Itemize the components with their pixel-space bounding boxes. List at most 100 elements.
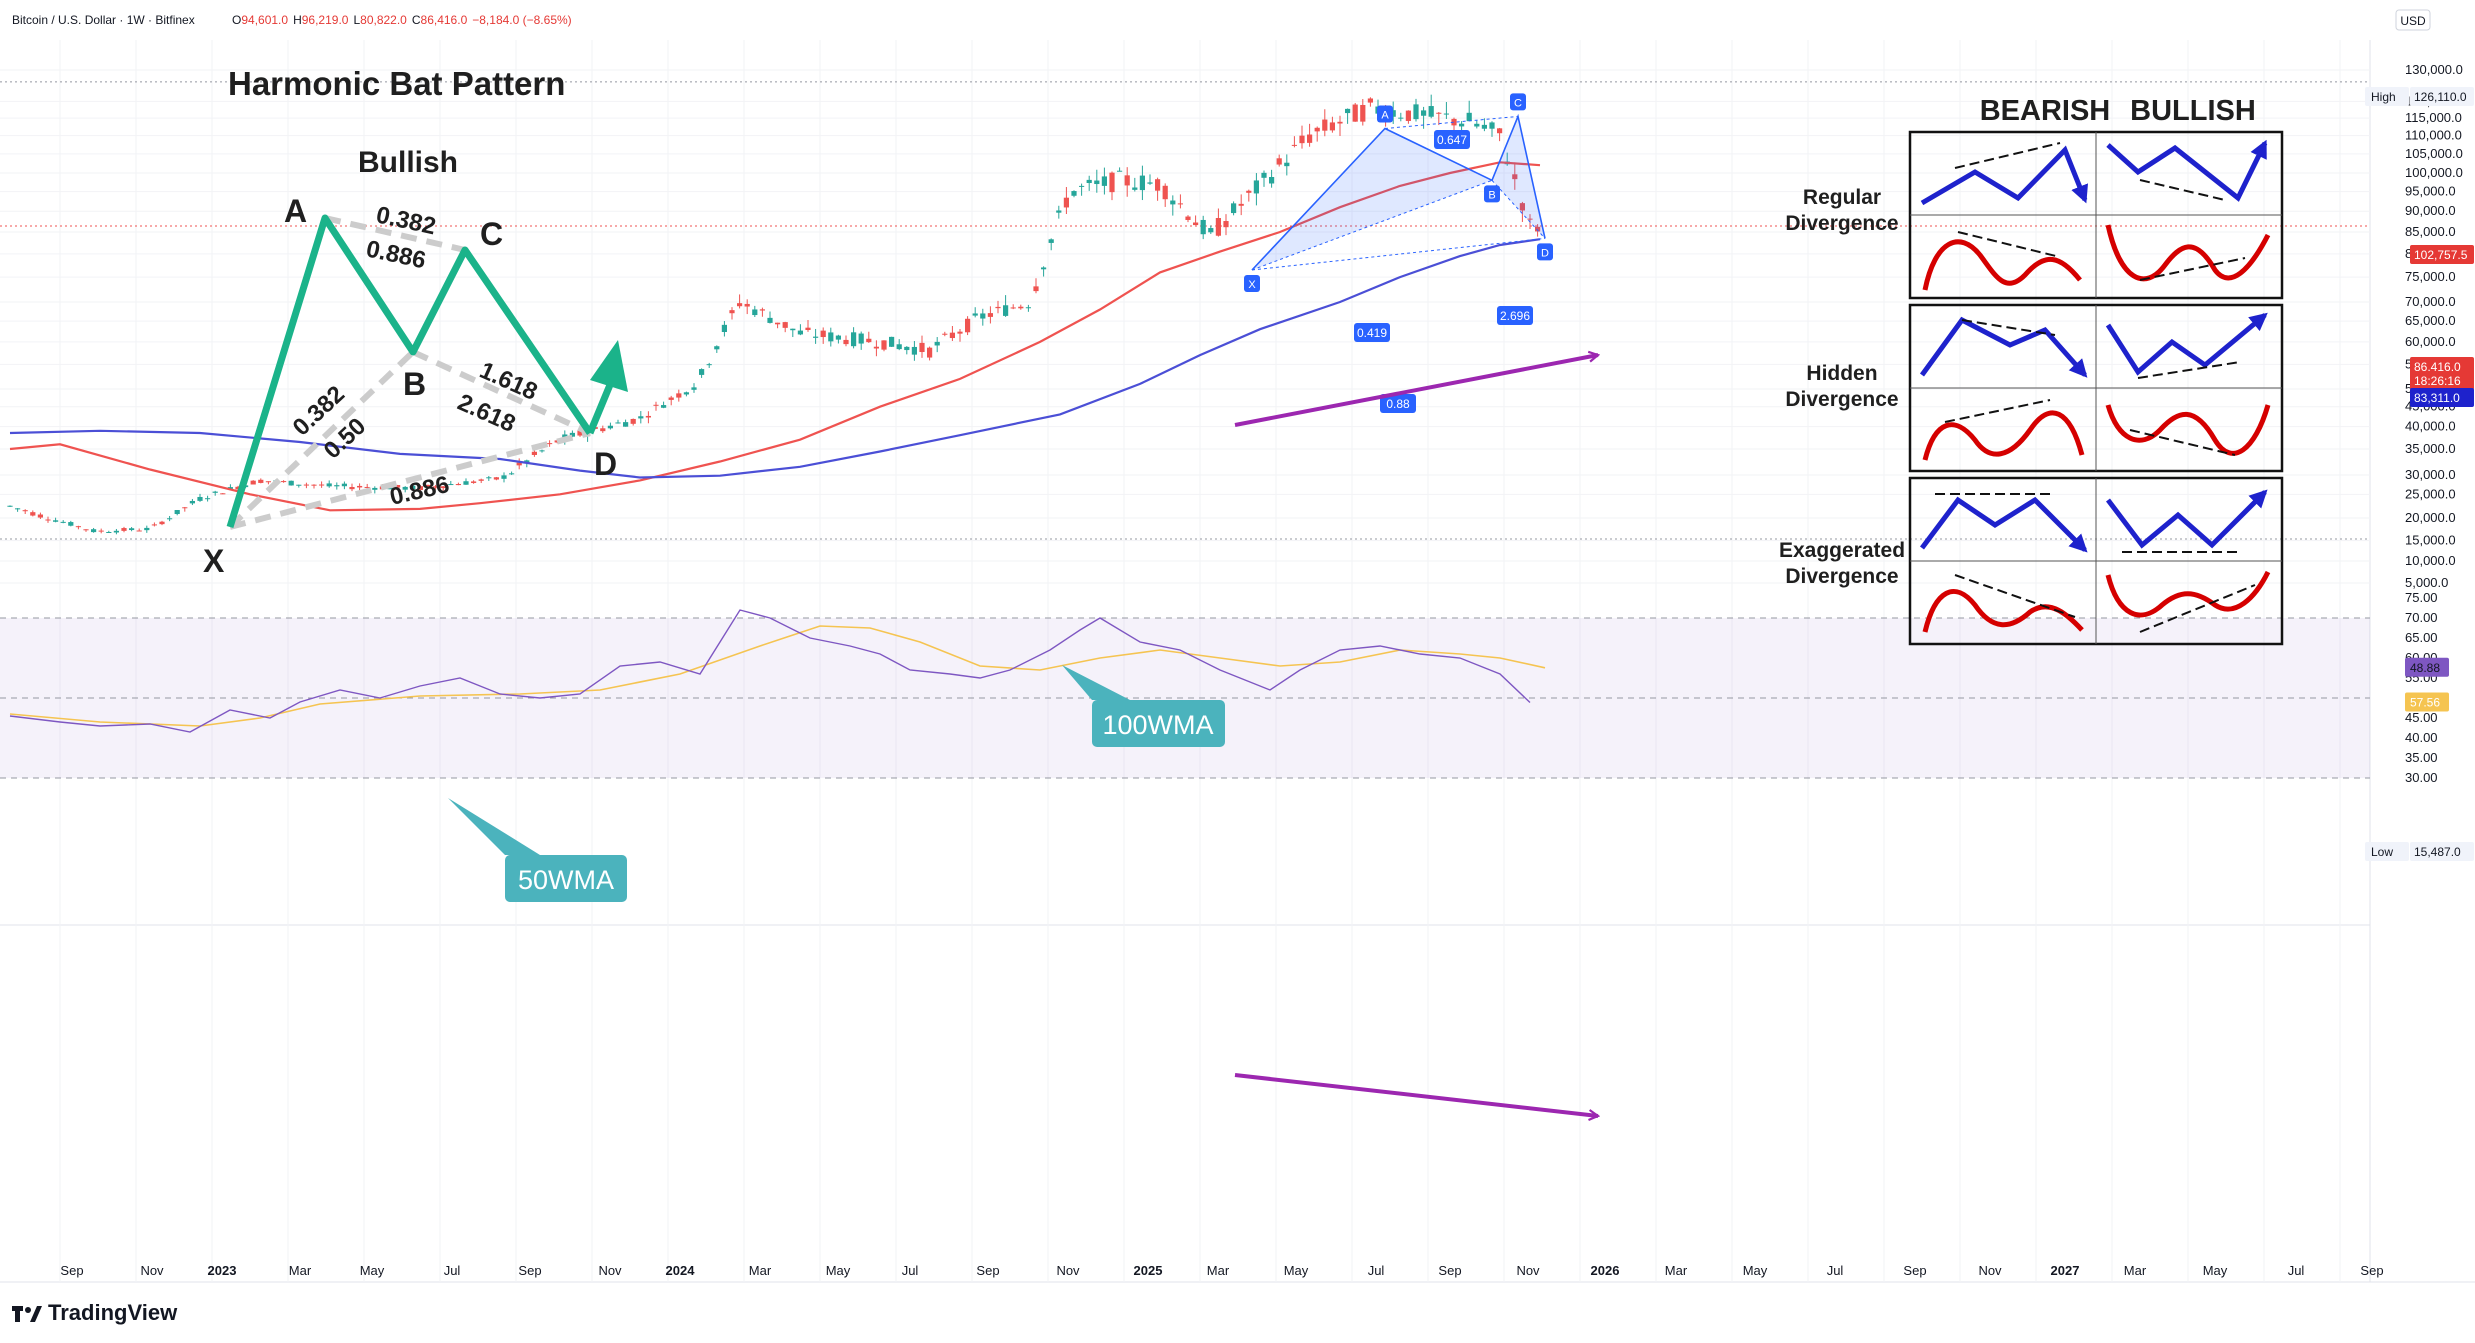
bat-pattern-overlay: X A B C D 0.647 0.419 2.696 0.88 xyxy=(1234,93,1598,427)
label-x: X xyxy=(203,543,225,579)
x-tick-label: Mar xyxy=(1665,1263,1688,1278)
candle xyxy=(539,449,545,453)
regular-bullish-price xyxy=(2106,139,2268,202)
rsi-y-tick-label: 40.00 xyxy=(2405,730,2438,745)
candle xyxy=(212,490,218,496)
x-tick-label: Sep xyxy=(518,1263,541,1278)
candle xyxy=(1360,99,1366,126)
candle xyxy=(843,335,849,347)
candle xyxy=(1010,304,1016,310)
x-tick-label: Mar xyxy=(2124,1263,2147,1278)
low-label: L xyxy=(353,13,360,27)
candle xyxy=(1170,195,1176,216)
y-tick-label: 85,000.0 xyxy=(2405,224,2456,239)
rsi-band xyxy=(0,617,2370,779)
candle xyxy=(744,299,750,315)
candle xyxy=(767,311,773,324)
candle xyxy=(858,331,864,350)
brand[interactable]: TradingView xyxy=(12,1300,177,1326)
row1-label-a: Regular xyxy=(1803,186,1881,209)
bat-point-x: X xyxy=(1244,274,1260,292)
svg-text:0.647: 0.647 xyxy=(1437,133,1467,147)
chart-header: Bitcoin / U.S. Dollar · 1W · Bitfinex O9… xyxy=(12,9,2431,31)
candle xyxy=(904,346,910,355)
candle xyxy=(1329,116,1335,133)
candle xyxy=(448,480,454,486)
candle xyxy=(1231,201,1237,216)
candle xyxy=(258,478,264,484)
x-tick-label: Sep xyxy=(2360,1263,2383,1278)
candle xyxy=(372,486,378,494)
harmonic-schematic: Harmonic Bat Pattern Bullish X A B C D 0… xyxy=(203,65,628,579)
candle xyxy=(75,525,81,530)
row3-label-a: Exaggerated xyxy=(1779,539,1905,562)
svg-text:50WMA: 50WMA xyxy=(518,865,614,895)
candle xyxy=(1481,118,1487,132)
candle xyxy=(15,508,21,512)
candle xyxy=(1459,121,1465,131)
candle xyxy=(357,483,363,491)
candle xyxy=(638,411,644,424)
wma50-callout: 50WMA xyxy=(448,798,627,902)
candle xyxy=(683,391,689,397)
x-tick-label: Sep xyxy=(60,1263,83,1278)
candle xyxy=(1519,201,1525,222)
x-tick-label: Nov xyxy=(598,1263,622,1278)
y-tick-label: 35,000.0 xyxy=(2405,441,2456,456)
open-label: O xyxy=(232,13,241,27)
x-tick-label: May xyxy=(1743,1263,1768,1278)
label-d: D xyxy=(594,446,617,482)
candle xyxy=(1079,183,1085,196)
ratio-ac-0382: 0.382 xyxy=(374,201,438,240)
candle xyxy=(661,401,667,409)
x-tick-label: May xyxy=(1284,1263,1309,1278)
candle xyxy=(1352,102,1358,122)
exaggerated-bullish-price xyxy=(2106,489,2268,549)
currency-label[interactable]: USD xyxy=(2400,14,2426,28)
svg-text:0.419: 0.419 xyxy=(1357,326,1387,340)
y-tick-label: 95,000.0 xyxy=(2405,184,2456,199)
candle xyxy=(1063,187,1069,215)
y-tick-label: 15,000.0 xyxy=(2405,533,2456,548)
candle xyxy=(205,495,211,502)
x-axis-ticks[interactable]: Sep Nov 2023 Mar May Jul Sep Nov 2024 Mar May Jul Se… xyxy=(60,1263,2383,1278)
candle xyxy=(106,530,112,533)
x-tick-label: May xyxy=(360,1263,385,1278)
candle xyxy=(896,339,902,351)
x-tick-label: Jul xyxy=(1368,1263,1385,1278)
candle xyxy=(288,480,294,486)
hidden-bearish-price xyxy=(1919,316,2088,378)
svg-text:Low: Low xyxy=(2371,845,2393,859)
bat-ratio-label: 0.647 xyxy=(1434,130,1470,149)
candle xyxy=(220,493,226,495)
candle xyxy=(395,484,401,489)
candle xyxy=(1253,173,1259,206)
candle xyxy=(1436,112,1442,126)
candle xyxy=(1071,190,1077,198)
symbol-title[interactable]: Bitcoin / U.S. Dollar · 1W · Bitfinex xyxy=(12,13,195,27)
row1-label-b: Divergence xyxy=(1785,212,1898,235)
candle xyxy=(729,307,735,320)
candle xyxy=(790,328,796,338)
candle xyxy=(501,472,507,483)
rsi-y-tick-label: 75.00 xyxy=(2405,590,2438,605)
exaggerated-bearish-price xyxy=(1920,496,2088,553)
svg-text:0.88: 0.88 xyxy=(1386,397,1410,411)
candle xyxy=(607,422,613,430)
candle xyxy=(159,520,165,526)
ratio-ac-0886: 0.886 xyxy=(364,235,428,274)
candle xyxy=(281,480,287,483)
y-tick-label: 40,000.0 xyxy=(2405,419,2456,434)
candle xyxy=(1139,165,1145,201)
candle xyxy=(91,527,97,533)
y-tick-label: 10,000.0 xyxy=(2405,553,2456,568)
candle xyxy=(1018,304,1024,310)
candle xyxy=(889,336,895,348)
candle xyxy=(296,484,302,488)
candle xyxy=(1322,109,1328,137)
candle xyxy=(1413,98,1419,122)
candle xyxy=(676,389,682,402)
y-tick-label: 70,000.0 xyxy=(2405,294,2456,309)
label-a: A xyxy=(284,193,307,229)
